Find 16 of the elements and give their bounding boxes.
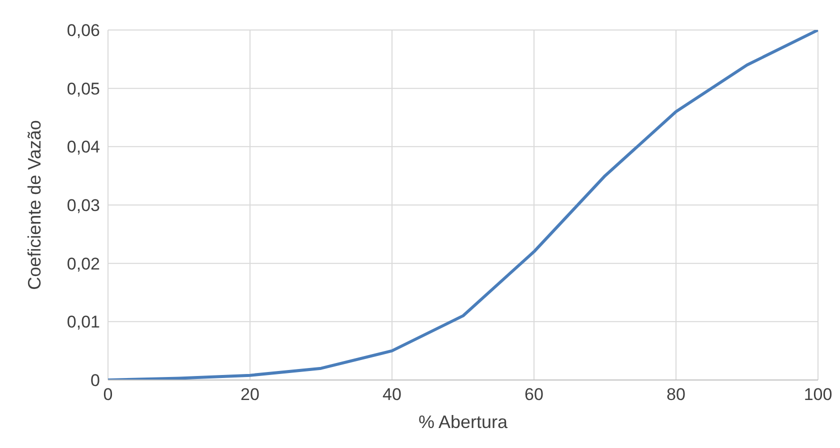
y-tick-label: 0,05: [66, 79, 100, 98]
x-tick-label: 40: [382, 385, 402, 404]
x-tick-label: 80: [666, 385, 686, 404]
x-axis-title: % Abertura: [418, 412, 509, 432]
y-tick-label: 0,03: [66, 196, 100, 216]
y-tick-label: 0,01: [66, 312, 100, 332]
y-tick-label: 0,02: [66, 254, 100, 274]
x-tick-label: 20: [240, 385, 260, 404]
line-series: [108, 30, 818, 380]
y-tick-label: 0: [90, 371, 100, 390]
y-tick-label: 0,06: [66, 21, 100, 40]
x-tick-label: 60: [524, 385, 544, 404]
y-tick-label: 0,04: [66, 138, 100, 157]
y-axis-title: Coeficiente de Vazão: [24, 120, 44, 290]
x-tick-label: 100: [804, 385, 832, 404]
x-tick-label: 0: [103, 385, 113, 404]
